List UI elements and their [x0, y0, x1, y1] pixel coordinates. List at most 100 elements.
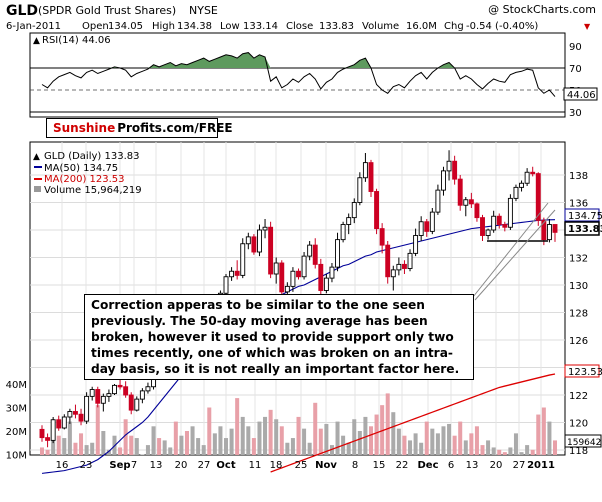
- candle-body: [262, 226, 268, 231]
- quote-date: 6-Jan-2011: [6, 21, 61, 32]
- volume-bar: [324, 423, 329, 455]
- symbol: GLD: [6, 3, 38, 19]
- price-tick-label: 118: [569, 446, 588, 457]
- volume-bar: [90, 442, 95, 455]
- volume-bar: [552, 440, 558, 455]
- volume-bar: [346, 442, 351, 455]
- candle: [390, 265, 396, 291]
- volume-bar: [101, 431, 106, 455]
- volume-bar: [480, 445, 485, 455]
- candle-body: [223, 276, 229, 294]
- candle-body: [95, 389, 101, 404]
- volume-bar: [486, 440, 491, 455]
- volume-bar: [207, 407, 212, 455]
- candle: [245, 232, 251, 250]
- volume-bar: [474, 426, 479, 455]
- volume-bar: [536, 414, 541, 455]
- volume-bar: [435, 433, 440, 455]
- branding-box: Sunshine Profits.com/FREE: [46, 118, 233, 138]
- volume-bar: [235, 398, 240, 455]
- candle-body: [268, 226, 274, 275]
- x-tick-label: Oct: [216, 460, 235, 471]
- candle: [519, 180, 525, 192]
- candle-body: [401, 263, 407, 269]
- legend-volume-swatch: [34, 186, 41, 192]
- x-tick-label: 20: [490, 460, 503, 471]
- volume-bar: [157, 438, 162, 455]
- candle: [78, 408, 84, 426]
- candle: [401, 260, 407, 274]
- candle: [89, 386, 95, 401]
- candle-body: [78, 413, 84, 422]
- candle: [307, 241, 313, 261]
- candle-body: [296, 270, 301, 278]
- candle-body: [100, 395, 106, 404]
- volume-bar: [402, 435, 407, 455]
- price-tick-label: 122: [569, 391, 588, 402]
- candle: [530, 166, 536, 177]
- low-label: Low: [220, 21, 240, 32]
- x-tick-label: 16: [56, 460, 69, 471]
- volume-bar: [441, 426, 446, 455]
- volume-bar: [352, 419, 357, 455]
- candle: [134, 396, 140, 412]
- candle-body: [245, 236, 251, 245]
- x-tick-label: Sep: [109, 460, 130, 471]
- candle-body: [357, 177, 363, 203]
- x-tick-label: 20: [175, 460, 188, 471]
- rsi-label: RSI(14) 44.06: [42, 35, 111, 46]
- candle-body: [446, 160, 452, 172]
- x-tick-label: 11: [249, 460, 262, 471]
- candle: [145, 382, 151, 394]
- candle-body: [496, 215, 502, 225]
- candle: [485, 228, 491, 240]
- volume-bar: [67, 421, 72, 455]
- candle: [474, 202, 480, 222]
- candle-body: [346, 217, 352, 225]
- volume-bar: [497, 449, 502, 455]
- candle-body: [45, 437, 51, 441]
- volume-bar: [530, 449, 535, 455]
- rsi-overbought-fill: [42, 52, 555, 68]
- candle-body: [385, 244, 391, 278]
- candle: [290, 267, 296, 292]
- candle-body: [374, 191, 380, 230]
- volume-bar: [123, 419, 128, 455]
- candle: [45, 433, 51, 448]
- annotation-text: Correction apperas to be similar to the …: [91, 298, 460, 376]
- rsi-tick-label: 90: [569, 42, 582, 53]
- candle: [257, 224, 262, 257]
- candle: [117, 379, 123, 390]
- volume-bar: [424, 421, 429, 455]
- x-tick-label: 23: [80, 460, 93, 471]
- volume-bar: [313, 402, 318, 455]
- price-tick-label: 136: [569, 199, 588, 210]
- volume-badge: [564, 434, 602, 448]
- close-badge: [564, 221, 600, 236]
- ma50-line: [41, 219, 556, 474]
- chart-header: GLD (SPDR Gold Trust Shares) NYSE @ Stoc…: [6, 3, 596, 32]
- candle-body: [67, 411, 73, 418]
- candle-body: [251, 236, 257, 253]
- x-tick-label: 27: [198, 460, 211, 471]
- volume-bar: [413, 433, 418, 455]
- candle: [351, 198, 357, 224]
- volume-bar: [396, 428, 401, 455]
- branding-part2: Profits.com/FREE: [117, 121, 233, 135]
- candle-body: [552, 224, 558, 233]
- volume-bar: [218, 426, 223, 455]
- candle: [468, 192, 474, 208]
- candle-body: [128, 394, 134, 411]
- volume-bar: [190, 426, 195, 455]
- candle: [374, 188, 380, 235]
- volume-tick-label: 20M: [6, 427, 27, 438]
- candle: [240, 238, 246, 279]
- candle-body: [134, 398, 140, 411]
- candle: [335, 232, 340, 272]
- candle: [123, 381, 129, 398]
- volume-bar: [513, 433, 518, 455]
- rsi-frame: [29, 32, 566, 118]
- volume-bar: [290, 438, 295, 455]
- legend-chevron-icon: ▲: [33, 152, 40, 162]
